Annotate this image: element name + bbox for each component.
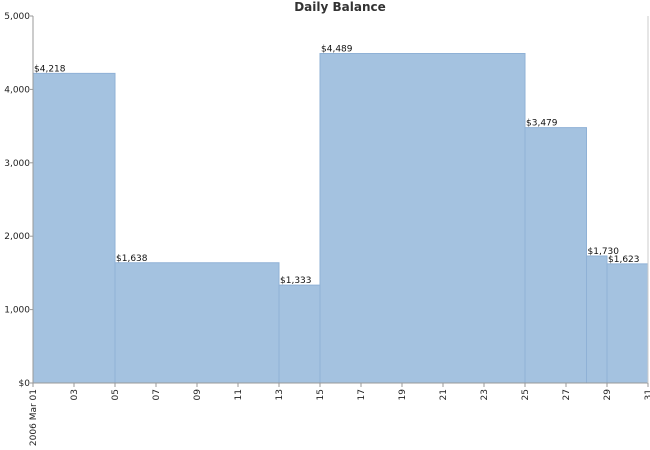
- y-tick-label: 1,000: [4, 306, 30, 316]
- x-tick-label: 25: [521, 389, 531, 400]
- data-label: $3,479: [526, 119, 558, 129]
- x-tick-label: 11: [234, 389, 244, 400]
- x-tick-label: 19: [398, 389, 408, 401]
- x-tick-label: 15: [316, 389, 326, 400]
- x-tick-label: 2006 Mar 01: [29, 389, 39, 446]
- x-tick-label: 05: [111, 389, 121, 400]
- x-tick-label: 29: [603, 389, 613, 401]
- data-label: $1,638: [116, 254, 148, 264]
- x-tick-label: 31: [644, 389, 650, 400]
- balance-area: [32, 53, 649, 384]
- y-tick-label: 5,000: [4, 12, 30, 22]
- x-tick-label: 21: [439, 389, 449, 400]
- data-label: $1,623: [608, 255, 640, 265]
- x-tick-label: 13: [275, 389, 285, 400]
- data-label: $4,218: [34, 64, 66, 74]
- x-tick-label: 17: [357, 389, 367, 400]
- x-tick-label: 27: [562, 389, 572, 400]
- data-label: $1,333: [280, 276, 312, 286]
- data-label: $4,489: [321, 45, 353, 55]
- x-tick-label: 09: [193, 389, 203, 401]
- y-tick-label: 2,000: [4, 232, 30, 242]
- x-tick-label: 23: [480, 389, 490, 400]
- x-tick-label: 03: [70, 389, 80, 400]
- data-label: $1,730: [588, 247, 620, 257]
- chart-title: Daily Balance: [294, 0, 386, 14]
- x-tick-label: 07: [152, 389, 162, 400]
- y-tick-label: $0: [19, 379, 31, 389]
- y-tick-label: 3,000: [4, 159, 30, 169]
- y-tick-label: 4,000: [4, 85, 30, 95]
